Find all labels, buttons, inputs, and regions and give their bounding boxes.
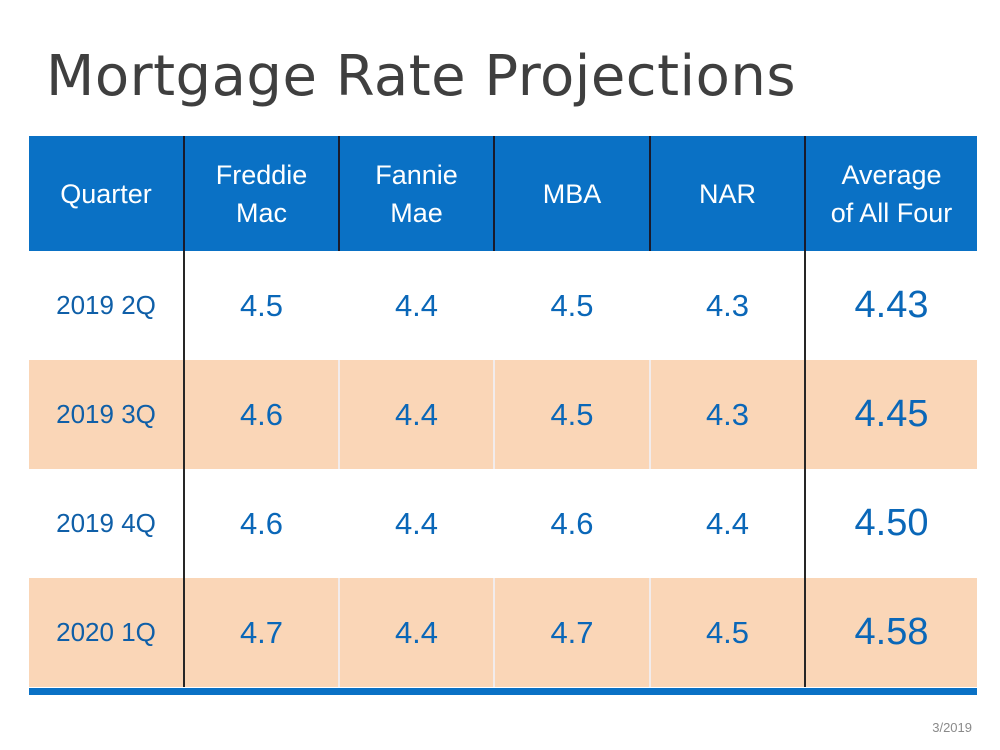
header-freddie-mac-line2: Mac xyxy=(235,197,287,228)
header-mba-line1: MBA xyxy=(542,178,602,209)
cell-quarter: 2019 2Q xyxy=(29,251,184,360)
cell-nar: 4.3 xyxy=(649,251,805,360)
header-row: Quarter Freddie Mac Fannie Mae MBA NAR A… xyxy=(29,136,977,251)
cell-average: 4.50 xyxy=(804,469,977,578)
cell-fannie-mae: 4.4 xyxy=(338,360,494,469)
header-fannie-mae-line1: Fannie xyxy=(375,159,458,190)
cell-fannie-mae: 4.4 xyxy=(338,251,494,360)
cell-freddie-mac: 4.6 xyxy=(183,360,339,469)
header-freddie-mac: Freddie Mac xyxy=(183,136,339,251)
rate-projection-table: Quarter Freddie Mac Fannie Mae MBA NAR A… xyxy=(29,136,977,687)
header-average-line2: of All Four xyxy=(830,197,953,228)
cell-average: 4.43 xyxy=(804,251,977,360)
header-freddie-mac-line1: Freddie xyxy=(215,159,308,190)
cell-quarter: 2020 1Q xyxy=(29,578,184,687)
table-row: 2019 2Q 4.5 4.4 4.5 4.3 4.43 xyxy=(29,251,977,360)
cell-freddie-mac: 4.6 xyxy=(183,469,339,578)
cell-fannie-mae: 4.4 xyxy=(338,578,494,687)
table-row: 2019 4Q 4.6 4.4 4.6 4.4 4.50 xyxy=(29,469,977,578)
cell-quarter: 2019 4Q xyxy=(29,469,184,578)
header-mba: MBA xyxy=(493,136,650,251)
header-fannie-mae: Fannie Mae xyxy=(338,136,494,251)
table-row: 2020 1Q 4.7 4.4 4.7 4.5 4.58 xyxy=(29,578,977,687)
cell-freddie-mac: 4.7 xyxy=(183,578,339,687)
cell-freddie-mac: 4.5 xyxy=(183,251,339,360)
header-nar-line1: NAR xyxy=(698,178,756,209)
header-average-line1: Average xyxy=(841,159,942,190)
header-quarter: Quarter xyxy=(29,136,184,251)
header-quarter-line1: Quarter xyxy=(60,178,152,209)
header-nar: NAR xyxy=(649,136,805,251)
table-bottom-rule xyxy=(29,688,977,695)
cell-nar: 4.3 xyxy=(649,360,805,469)
cell-nar: 4.4 xyxy=(649,469,805,578)
cell-mba: 4.7 xyxy=(493,578,650,687)
cell-quarter: 2019 3Q xyxy=(29,360,184,469)
header-fannie-mae-line2: Mae xyxy=(390,197,443,228)
cell-average: 4.58 xyxy=(804,578,977,687)
table-row: 2019 3Q 4.6 4.4 4.5 4.3 4.45 xyxy=(29,360,977,469)
cell-mba: 4.5 xyxy=(493,251,650,360)
cell-fannie-mae: 4.4 xyxy=(338,469,494,578)
cell-nar: 4.5 xyxy=(649,578,805,687)
cell-mba: 4.5 xyxy=(493,360,650,469)
page-title: Mortgage Rate Projections xyxy=(46,44,797,109)
date-stamp: 3/2019 xyxy=(932,720,972,735)
cell-average: 4.45 xyxy=(804,360,977,469)
cell-mba: 4.6 xyxy=(493,469,650,578)
header-average: Average of All Four xyxy=(804,136,977,251)
